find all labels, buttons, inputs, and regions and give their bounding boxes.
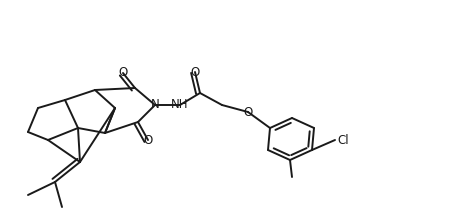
Text: N: N [150, 99, 159, 112]
Text: O: O [143, 134, 152, 147]
Text: O: O [118, 66, 127, 80]
Text: O: O [190, 66, 199, 78]
Text: NH: NH [171, 99, 188, 112]
Text: O: O [243, 105, 252, 118]
Text: Cl: Cl [336, 134, 348, 147]
